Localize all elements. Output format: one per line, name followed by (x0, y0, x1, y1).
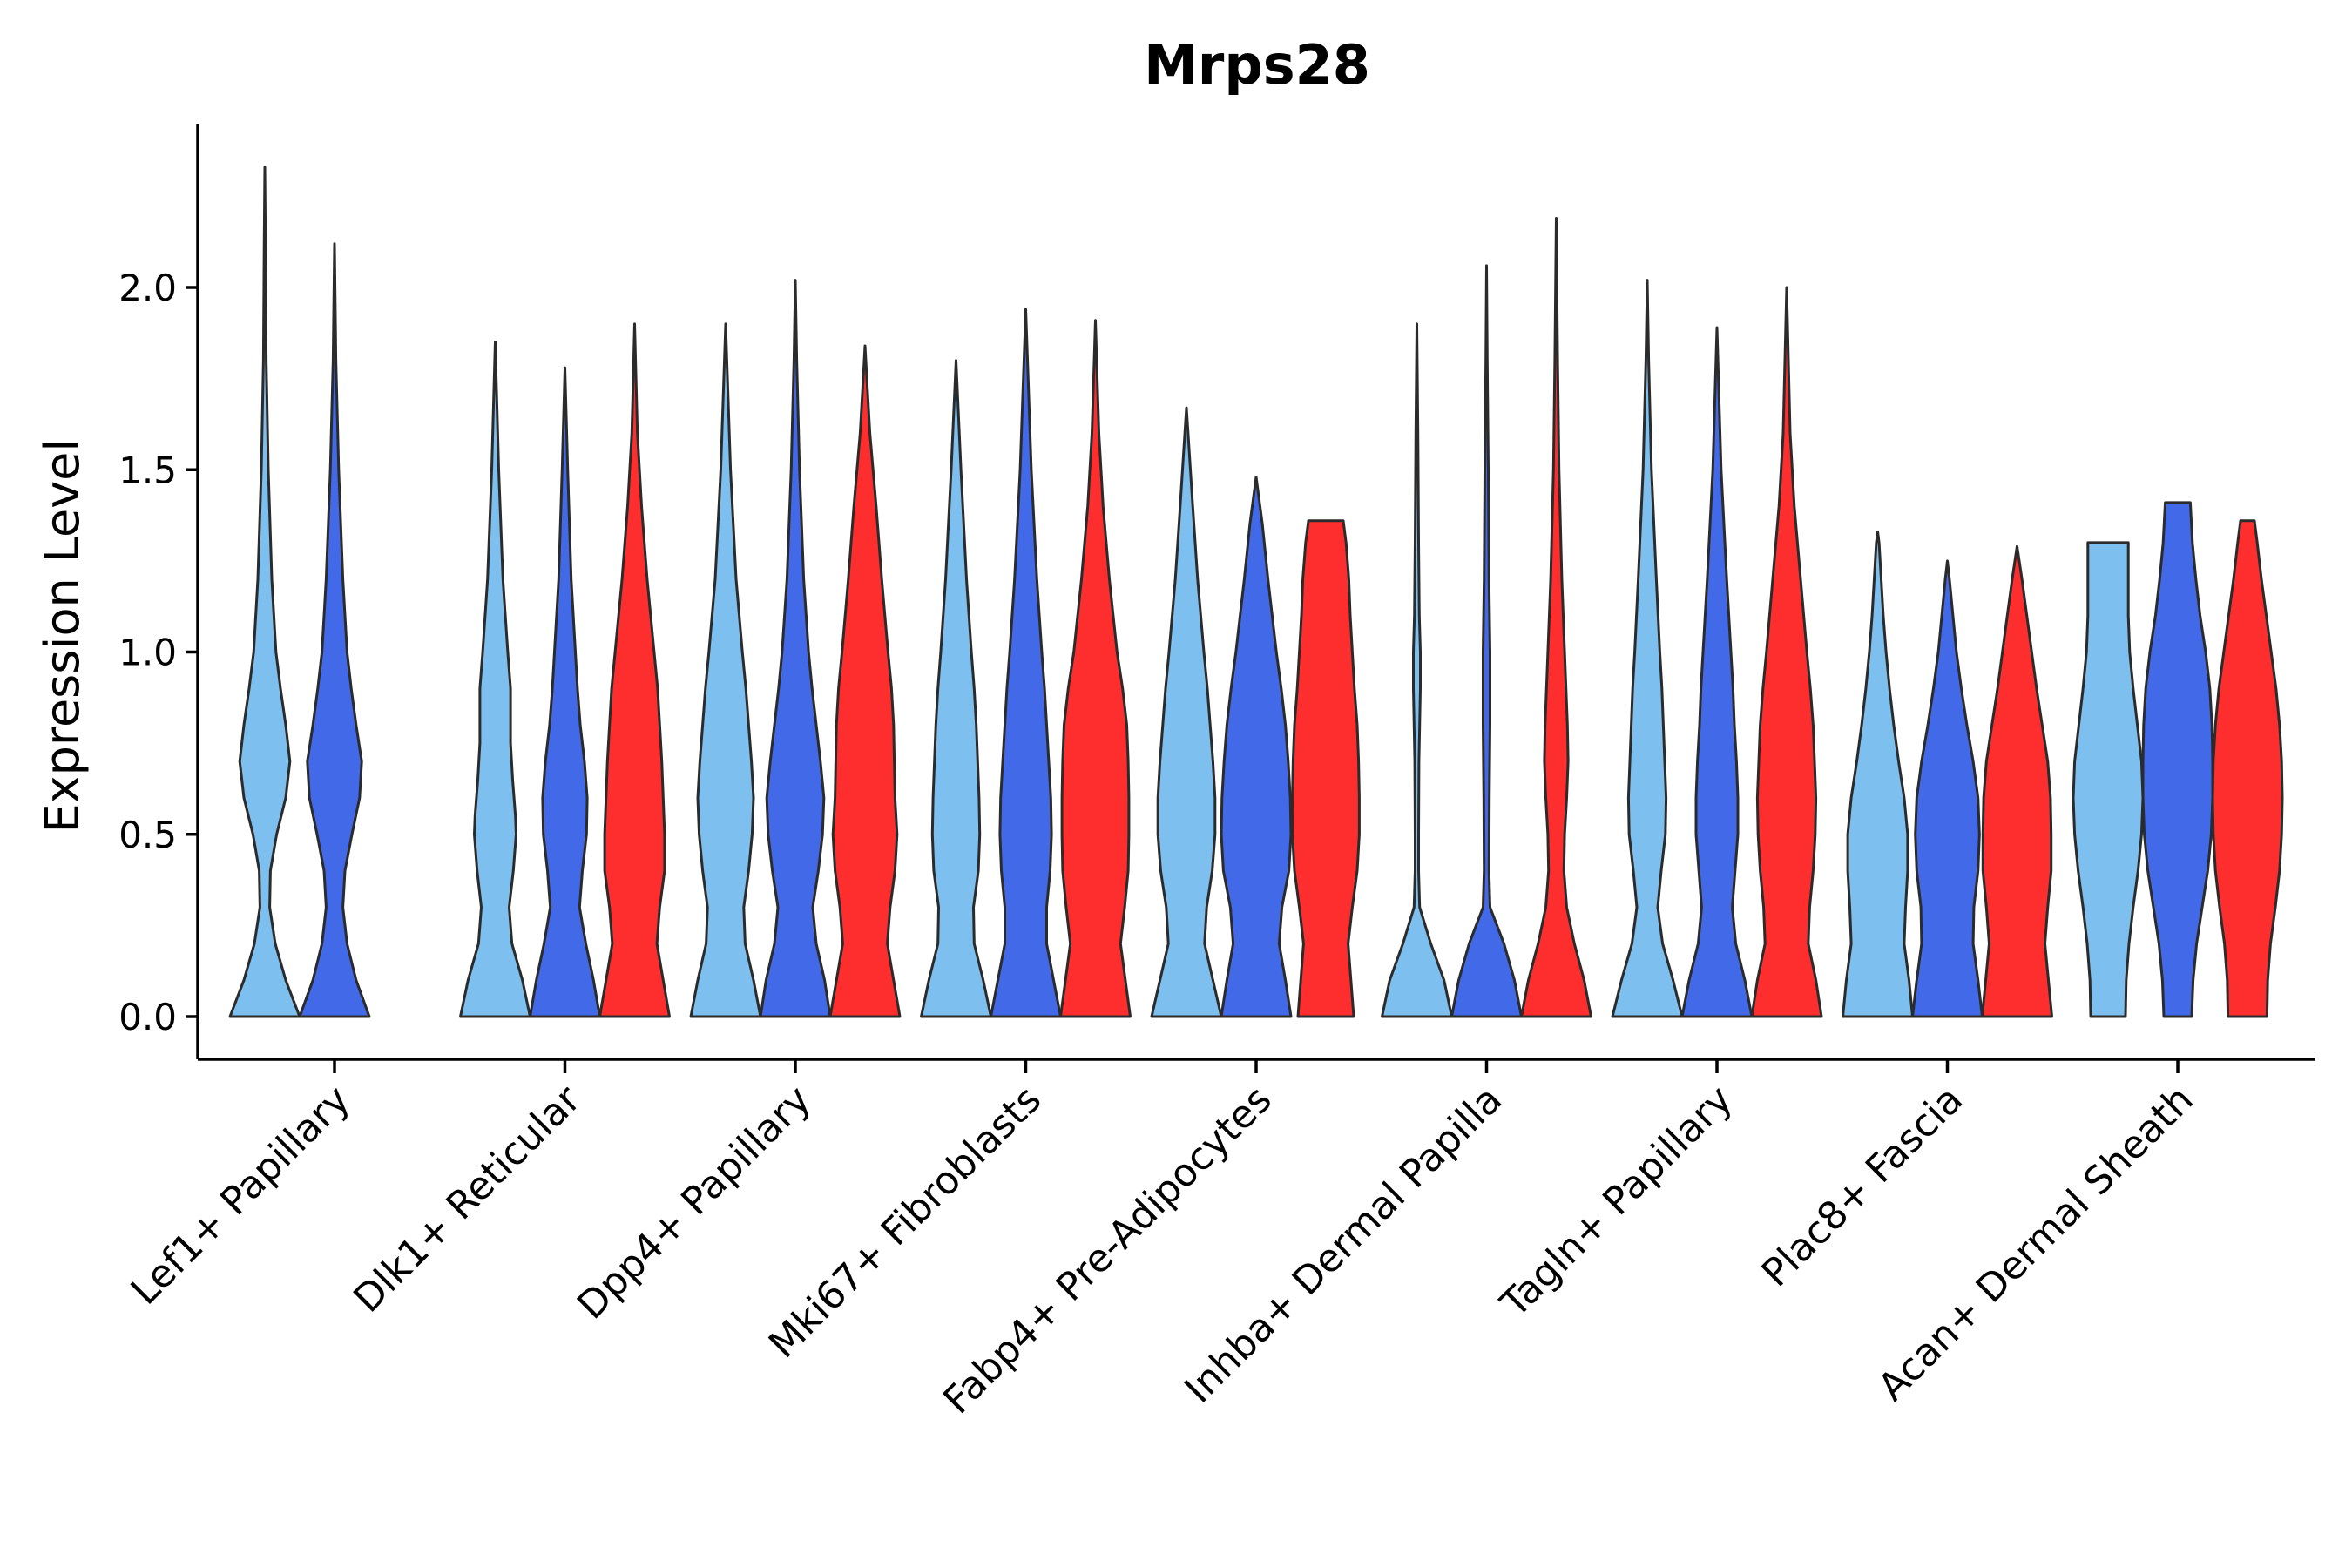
violin-group2 (298, 242, 371, 1018)
violin-group1 (1611, 279, 1684, 1018)
violin-group2 (1450, 264, 1523, 1018)
category-label: Plac8+ Fascia (1754, 1078, 1972, 1296)
y-tick-label: 2.0 (118, 267, 177, 309)
category-label: Tagln+ Papillary (1492, 1078, 1741, 1327)
violin-group1 (459, 341, 531, 1018)
violin-group2 (1911, 559, 1984, 1018)
category-label: Lef1+ Papillary (123, 1078, 359, 1314)
violin-group1 (228, 166, 301, 1018)
violin-group2 (990, 308, 1062, 1018)
category-label: Dpp4+ Papillary (569, 1078, 820, 1328)
violin-group3 (598, 322, 671, 1018)
violin-group2 (1220, 476, 1293, 1018)
violin-group3 (2211, 519, 2284, 1018)
violin-group1 (1381, 322, 1453, 1018)
violin-group1 (2072, 541, 2145, 1018)
violin-group3 (1059, 319, 1132, 1018)
violin-group1 (1150, 406, 1223, 1018)
violin-group1 (920, 359, 992, 1018)
violin-group2 (529, 366, 601, 1018)
y-tick-label: 0.0 (118, 996, 177, 1038)
category-label: Dlk1+ Reticular (345, 1077, 590, 1321)
violin-group1 (1842, 530, 1914, 1018)
y-tick-label: 0.5 (118, 814, 177, 856)
violin-group3 (828, 344, 902, 1018)
violin-group1 (689, 322, 762, 1018)
violin-group3 (1520, 217, 1592, 1018)
violins-layer (228, 166, 2284, 1018)
y-tick-label: 1.0 (118, 632, 177, 674)
violin-group3 (1291, 519, 1361, 1018)
chart-title: Mrps28 (1144, 33, 1370, 97)
violin-group2 (2141, 501, 2214, 1018)
violin-group2 (1680, 326, 1754, 1018)
violin-group2 (759, 279, 832, 1018)
y-tick-label: 1.5 (118, 449, 177, 491)
violin-group3 (1750, 286, 1823, 1018)
y-axis-ticks: 0.0 0.5 1.0 1.5 2.0 (118, 267, 198, 1038)
violin-group3 (1981, 544, 2053, 1018)
y-axis-label: Expression Level (35, 439, 90, 834)
